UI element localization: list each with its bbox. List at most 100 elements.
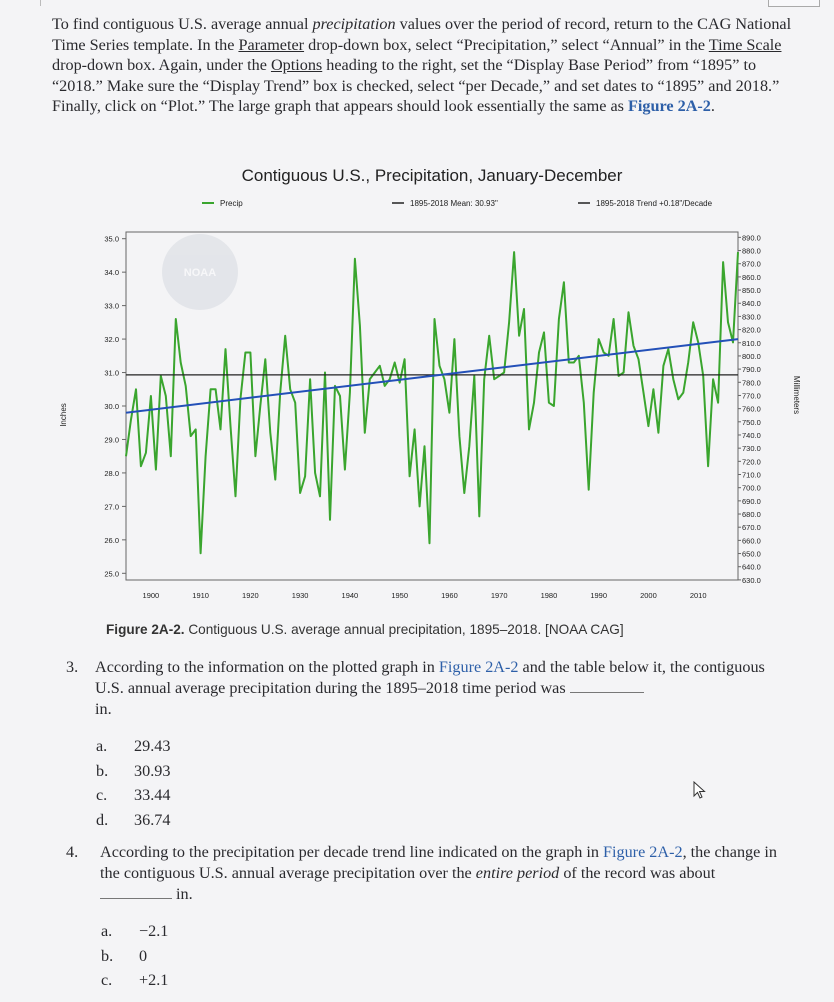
time-scale-term: Time Scale [708, 35, 782, 54]
y-tick-label-right: 890.0 [742, 233, 761, 242]
figure-reference: Figure 2A-2 [628, 97, 711, 115]
x-ticks: 1900 1910 1920 1930 1940 1950 1960 1970 1980 1990… [143, 591, 707, 600]
y-tick-label-left: 25.0 [104, 569, 119, 578]
intro-italic: precipitation [312, 15, 396, 33]
noaa-watermark: NOAA [162, 234, 238, 310]
q4-text: , the change in the contiguous U.S. annu… [100, 843, 777, 882]
option-value: +2.1 [139, 971, 169, 989]
answer-blank[interactable] [100, 884, 172, 899]
y-tick-label-left: 28.0 [104, 469, 119, 478]
caption-label: Figure 2A-2. [106, 622, 185, 637]
chart-svg: Precip 1895-2018 Mean: 30.93" 1895-2018 … [59, 199, 801, 600]
y-tick-label-right: 720.0 [742, 457, 761, 466]
caption-text: Contiguous U.S. average annual precipita… [184, 622, 624, 637]
y-tick-label-right: 820.0 [742, 326, 761, 335]
question-3: 3. According to the information on the p… [66, 657, 786, 720]
intro-text: heading to the right, set the “Display B… [52, 56, 780, 115]
legend-trend: 1895-2018 Trend +0.18"/Decade [596, 199, 713, 208]
option-letter: a. [101, 922, 113, 940]
question-text: According to the precipitation per decad… [100, 842, 786, 905]
option-value: 33.44 [134, 786, 171, 804]
option-letter: d. [96, 811, 109, 829]
y-tick-label-right: 730.0 [742, 444, 761, 453]
x-tick-label: 1960 [441, 591, 458, 600]
y-tick-label-right: 660.0 [742, 536, 761, 545]
chart-title: Contiguous U.S., Precipitation, January-… [241, 166, 623, 185]
y-tick-label-right: 690.0 [742, 497, 761, 506]
y-tick-label-right: 670.0 [742, 523, 761, 532]
option-value: 36.74 [134, 811, 171, 829]
y-tick-label-right: 770.0 [742, 391, 761, 400]
y-tick-label-left: 31.0 [104, 369, 119, 378]
y-tick-label-right: 710.0 [742, 471, 761, 480]
y-tick-label-right: 640.0 [742, 563, 761, 572]
intro-text: . [710, 97, 715, 115]
series-layer [125, 251, 739, 555]
question-number: 3. [66, 658, 79, 676]
y-tick-label-right: 780.0 [742, 378, 761, 387]
legend-mean: 1895-2018 Mean: 30.93" [410, 199, 498, 208]
option-value: 29.43 [134, 737, 171, 755]
x-tick-label: 1970 [491, 591, 508, 600]
q4-italic: entire period [475, 864, 560, 882]
y-ticks-right: 890.0 880.0 870.0 860.0 850.0 840.0 830.0 820.0… [738, 233, 761, 585]
x-tick-label: 1990 [590, 591, 607, 600]
page-top-border [40, 0, 834, 6]
y-tick-label-right: 810.0 [742, 339, 761, 348]
legend-precip: Precip [220, 199, 243, 208]
top-right-tab [768, 0, 820, 7]
question-number: 4. [66, 843, 79, 861]
x-tick-label: 1940 [342, 591, 359, 600]
y-axis-label-right: Millimeters [792, 376, 801, 414]
option-value: 0 [139, 947, 148, 965]
x-tick-label: 1900 [143, 591, 160, 600]
option-letter: b. [96, 762, 109, 780]
y-tick-label-left: 29.0 [104, 435, 119, 444]
intro-text: values over the period of record, return… [52, 15, 792, 54]
y-tick-label-left: 33.0 [104, 302, 119, 311]
y-tick-label-left: 34.0 [104, 268, 119, 277]
q4-unit: in. [176, 885, 193, 903]
y-tick-label-right: 650.0 [742, 550, 761, 559]
option-letter: c. [96, 786, 108, 804]
q4-text: of the record was about [559, 864, 716, 882]
parameter-term: Parameter [238, 35, 305, 54]
y-tick-label-right: 830.0 [742, 312, 761, 321]
x-tick-label: 2000 [640, 591, 657, 600]
y-tick-label-left: 30.0 [104, 402, 119, 411]
option-value: −2.1 [139, 922, 169, 940]
x-tick-label: 1980 [541, 591, 558, 600]
options-term: Options [270, 56, 323, 74]
intro-text: drop-down box, select “Precipitation,” s… [304, 35, 709, 54]
x-tick-label: 1920 [242, 591, 259, 600]
precipitation-chart: Contiguous U.S., Precipitation, January-… [52, 160, 801, 620]
y-tick-label-right: 850.0 [742, 286, 761, 295]
x-tick-label: 1910 [192, 591, 209, 600]
option-letter: b. [101, 947, 114, 965]
option-letter: c. [101, 971, 113, 989]
intro-text: drop-down box. Again, under the [52, 56, 271, 74]
mouse-pointer-icon [693, 781, 706, 799]
x-tick-label: 2010 [690, 591, 707, 600]
q4-text: According to the precipitation per decad… [100, 843, 603, 861]
y-tick-label-right: 800.0 [742, 352, 761, 361]
y-ticks-left: 35.0 34.0 33.0 32.0 31.0 30.0 29.0 28.0 27.0 26.0… [104, 235, 126, 578]
y-tick-label-right: 760.0 [742, 405, 761, 414]
y-tick-label-right: 680.0 [742, 510, 761, 519]
answer-blank[interactable] [569, 678, 644, 693]
q3-text: and the table below it, the contiguous U… [95, 658, 765, 697]
noaa-watermark-text: NOAA [184, 267, 216, 279]
y-tick-label-right: 750.0 [742, 418, 761, 427]
figure-reference: Figure 2A-2 [602, 843, 683, 861]
x-tick-label: 1930 [292, 591, 309, 600]
y-tick-label-left: 27.0 [104, 502, 119, 511]
y-tick-label-right: 740.0 [742, 431, 761, 440]
precip-series-line [125, 251, 739, 555]
y-tick-label-left: 35.0 [104, 235, 119, 244]
q3-text: According to the information on the plot… [95, 658, 439, 676]
y-tick-label-left: 26.0 [104, 536, 119, 545]
y-tick-label-right: 700.0 [742, 484, 761, 493]
y-axis-label-left: Inches [59, 403, 68, 427]
figure-reference: Figure 2A-2 [438, 658, 519, 676]
option-value: 30.93 [134, 762, 171, 780]
